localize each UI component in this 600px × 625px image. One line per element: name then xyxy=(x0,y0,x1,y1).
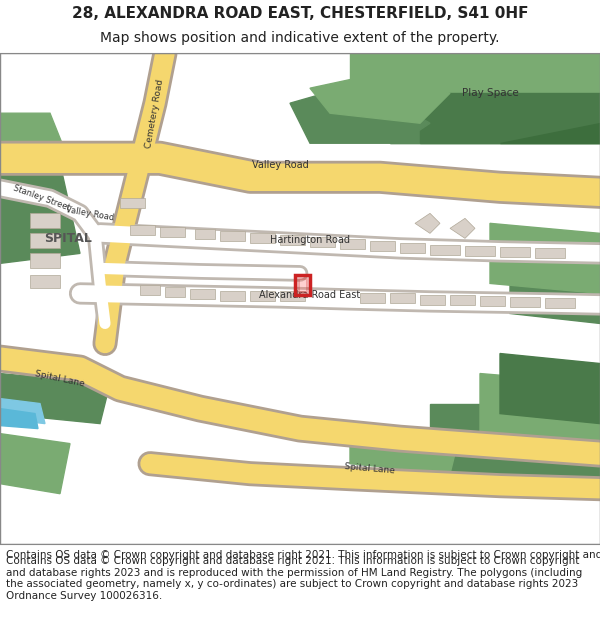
Polygon shape xyxy=(415,213,440,233)
Polygon shape xyxy=(545,298,575,309)
Polygon shape xyxy=(140,286,160,296)
Polygon shape xyxy=(400,243,425,253)
Polygon shape xyxy=(500,248,530,258)
Polygon shape xyxy=(480,374,600,454)
Polygon shape xyxy=(0,434,70,494)
Polygon shape xyxy=(350,424,460,474)
Polygon shape xyxy=(250,233,275,243)
Polygon shape xyxy=(0,399,45,424)
Polygon shape xyxy=(350,53,600,113)
Text: Cemetery Road: Cemetery Road xyxy=(145,78,166,149)
Polygon shape xyxy=(165,288,185,298)
Text: Contains OS data © Crown copyright and database right 2021. This information is : Contains OS data © Crown copyright and d… xyxy=(6,550,600,560)
Polygon shape xyxy=(30,276,60,288)
Polygon shape xyxy=(0,409,38,429)
Polygon shape xyxy=(310,238,335,248)
Polygon shape xyxy=(130,226,155,236)
Polygon shape xyxy=(465,246,495,256)
Polygon shape xyxy=(0,163,80,263)
Text: Spital Lane: Spital Lane xyxy=(34,369,86,388)
Text: Map shows position and indicative extent of the property.: Map shows position and indicative extent… xyxy=(100,31,500,45)
Text: 28, ALEXANDRA ROAD EAST, CHESTERFIELD, S41 0HF: 28, ALEXANDRA ROAD EAST, CHESTERFIELD, S… xyxy=(72,6,528,21)
Polygon shape xyxy=(390,53,600,143)
Polygon shape xyxy=(340,239,365,249)
Text: Stanley Street: Stanley Street xyxy=(13,184,71,213)
Polygon shape xyxy=(280,236,305,246)
Text: Spital Lane: Spital Lane xyxy=(344,462,395,476)
Polygon shape xyxy=(430,246,460,256)
Polygon shape xyxy=(500,354,600,424)
Polygon shape xyxy=(160,228,185,238)
Text: Hartington Road: Hartington Road xyxy=(270,236,350,246)
Polygon shape xyxy=(250,291,275,301)
Polygon shape xyxy=(280,291,305,301)
Polygon shape xyxy=(450,296,475,306)
Polygon shape xyxy=(290,83,430,143)
Text: Contains OS data © Crown copyright and database right 2021. This information is : Contains OS data © Crown copyright and d… xyxy=(6,556,582,601)
Polygon shape xyxy=(360,293,385,304)
Polygon shape xyxy=(0,113,70,173)
Text: Alexandra Road East: Alexandra Road East xyxy=(259,291,361,301)
Polygon shape xyxy=(310,73,450,123)
Polygon shape xyxy=(0,374,110,424)
Polygon shape xyxy=(535,248,565,258)
Polygon shape xyxy=(450,218,475,238)
Polygon shape xyxy=(30,253,60,268)
Polygon shape xyxy=(430,404,600,484)
Text: Valley Road: Valley Road xyxy=(65,204,115,222)
Polygon shape xyxy=(30,213,60,228)
Polygon shape xyxy=(30,233,60,248)
Polygon shape xyxy=(390,53,600,143)
Polygon shape xyxy=(298,278,307,292)
Polygon shape xyxy=(500,123,600,143)
Text: Valley Road: Valley Road xyxy=(251,160,308,170)
Polygon shape xyxy=(490,223,600,293)
Polygon shape xyxy=(220,231,245,241)
Polygon shape xyxy=(370,241,395,251)
Polygon shape xyxy=(190,289,215,299)
Polygon shape xyxy=(480,296,505,306)
Polygon shape xyxy=(510,253,600,324)
Polygon shape xyxy=(390,293,415,304)
Polygon shape xyxy=(420,93,600,143)
Polygon shape xyxy=(195,229,215,239)
Polygon shape xyxy=(120,198,145,208)
Polygon shape xyxy=(220,291,245,301)
Polygon shape xyxy=(510,298,540,308)
Text: Play Space: Play Space xyxy=(461,88,518,98)
Polygon shape xyxy=(420,296,445,306)
Text: SPITAL: SPITAL xyxy=(44,232,92,245)
